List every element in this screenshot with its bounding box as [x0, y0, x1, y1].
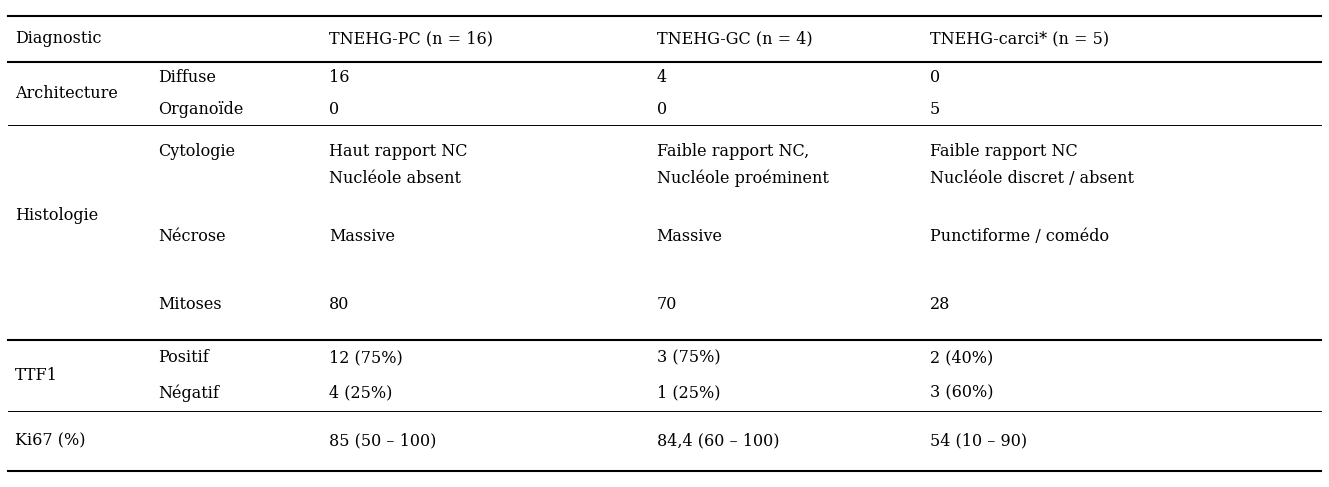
Text: 0: 0 — [330, 101, 339, 118]
Text: Massive: Massive — [657, 228, 723, 245]
Text: TNEHG-GC (n = 4): TNEHG-GC (n = 4) — [657, 30, 812, 47]
Text: Ki67 (%): Ki67 (%) — [15, 432, 85, 450]
Text: 4: 4 — [657, 69, 667, 86]
Text: Nucléole discret / absent: Nucléole discret / absent — [930, 169, 1134, 187]
Text: 12 (75%): 12 (75%) — [330, 349, 403, 366]
Text: 16: 16 — [330, 69, 350, 86]
Text: 85 (50 – 100): 85 (50 – 100) — [330, 432, 436, 450]
Text: 80: 80 — [330, 296, 350, 313]
Text: Faible rapport NC,: Faible rapport NC, — [657, 143, 809, 160]
Text: 28: 28 — [930, 296, 950, 313]
Text: Nucléole absent: Nucléole absent — [330, 169, 461, 187]
Text: Punctiforme / comédo: Punctiforme / comédo — [930, 228, 1108, 245]
Text: 0: 0 — [657, 101, 667, 118]
Text: 84,4 (60 – 100): 84,4 (60 – 100) — [657, 432, 779, 450]
Text: Négatif: Négatif — [158, 384, 219, 402]
Text: Nécrose: Nécrose — [158, 228, 226, 245]
Text: Cytologie: Cytologie — [158, 143, 235, 160]
Text: Nucléole proéminent: Nucléole proéminent — [657, 169, 828, 187]
Text: Faible rapport NC: Faible rapport NC — [930, 143, 1078, 160]
Text: TNEHG-PC (n = 16): TNEHG-PC (n = 16) — [330, 30, 493, 47]
Text: Haut rapport NC: Haut rapport NC — [330, 143, 468, 160]
Text: Diagnostic: Diagnostic — [15, 30, 101, 47]
Text: 70: 70 — [657, 296, 676, 313]
Text: 4 (25%): 4 (25%) — [330, 385, 392, 401]
Text: 54 (10 – 90): 54 (10 – 90) — [930, 432, 1027, 450]
Text: Mitoses: Mitoses — [158, 296, 222, 313]
Text: Organoïde: Organoïde — [158, 101, 243, 118]
Text: Massive: Massive — [330, 228, 395, 245]
Text: Positif: Positif — [158, 349, 209, 366]
Text: Diffuse: Diffuse — [158, 69, 215, 86]
Text: Histologie: Histologie — [15, 207, 98, 224]
Text: 2 (40%): 2 (40%) — [930, 349, 993, 366]
Text: 3 (75%): 3 (75%) — [657, 349, 720, 366]
Text: TNEHG-carci* (n = 5): TNEHG-carci* (n = 5) — [930, 30, 1108, 47]
Text: 5: 5 — [930, 101, 940, 118]
Text: 3 (60%): 3 (60%) — [930, 385, 993, 401]
Text: 1 (25%): 1 (25%) — [657, 385, 720, 401]
Text: TTF1: TTF1 — [15, 367, 57, 384]
Text: Architecture: Architecture — [15, 85, 117, 102]
Text: 0: 0 — [930, 69, 940, 86]
